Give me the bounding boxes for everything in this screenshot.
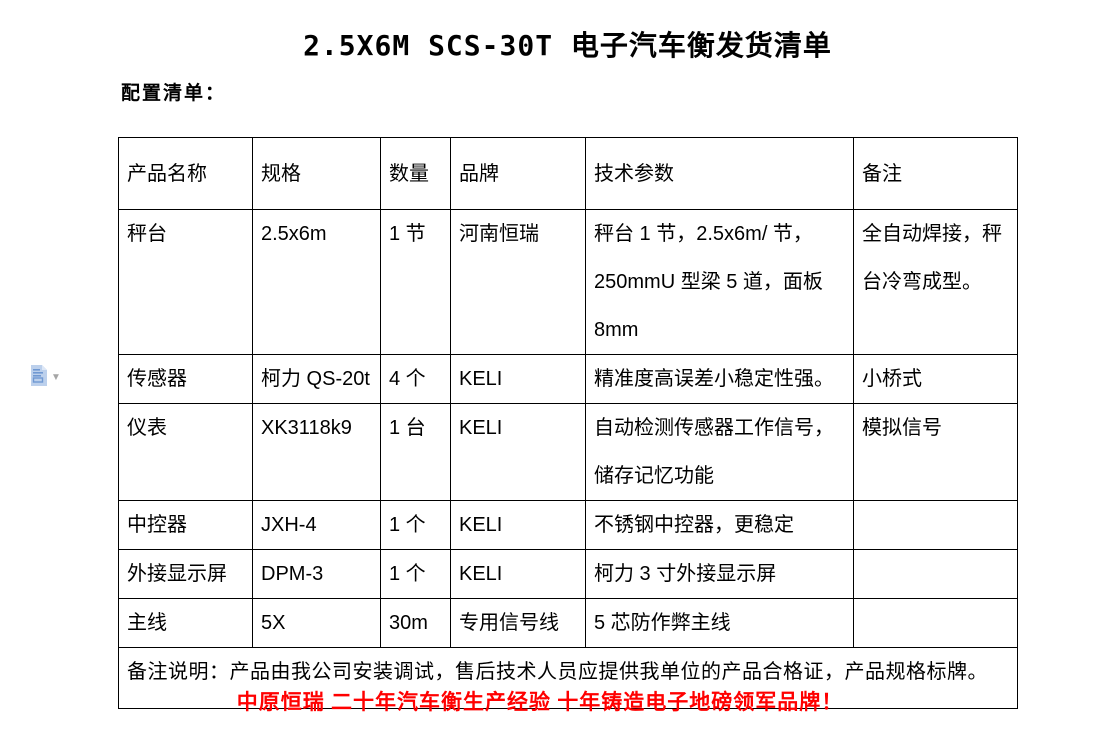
col-header-spec: 规格 — [252, 137, 381, 210]
cell-remarks — [853, 549, 1018, 599]
cell-remarks: 模拟信号 — [853, 403, 1018, 501]
col-header-qty: 数量 — [380, 137, 451, 210]
cell-spec: XK3118k9 — [252, 403, 381, 501]
cell-remarks — [853, 500, 1018, 550]
cell-product: 中控器 — [118, 500, 253, 550]
cell-product: 传感器 — [118, 354, 253, 404]
cell-params: 柯力 3 寸外接显示屏 — [585, 549, 854, 599]
cell-qty: 1 节 — [380, 209, 451, 355]
cell-product: 秤台 — [118, 209, 253, 355]
cell-qty: 1 个 — [380, 500, 451, 550]
section-label: 配置清单： — [121, 83, 227, 104]
shipping-list-table: 产品名称 规格 数量 品牌 技术参数 备注 秤台 2.5x6m 1 节 河南恒瑞… — [118, 137, 1018, 709]
table-row-indicator: 仪表 XK3118k9 1 台 KELI 自动检测传感器工作信号， 储存记忆功能… — [118, 403, 1018, 501]
cell-brand: KELI — [450, 403, 586, 501]
table-row-external-display: 外接显示屏 DPM-3 1 个 KELI 柯力 3 寸外接显示屏 — [118, 549, 1018, 599]
cell-remarks: 小桥式 — [853, 354, 1018, 404]
page-lines-icon — [30, 365, 47, 391]
cell-spec: 2.5x6m — [252, 209, 381, 355]
cell-spec: 柯力 QS-20t — [252, 354, 381, 404]
cell-product: 外接显示屏 — [118, 549, 253, 599]
page-title: 2.5X6M SCS-30T 电子汽车衡发货清单 — [303, 29, 832, 62]
cell-qty: 1 个 — [380, 549, 451, 599]
table-row-platform: 秤台 2.5x6m 1 节 河南恒瑞 秤台 1 节，2.5x6m/ 节， 250… — [118, 209, 1018, 355]
cell-brand: KELI — [450, 354, 586, 404]
cell-brand: 专用信号线 — [450, 598, 586, 648]
table-row-junction-box: 中控器 JXH-4 1 个 KELI 不锈钢中控器，更稳定 — [118, 500, 1018, 550]
cell-remarks: 全自动焊接，秤 台冷弯成型。 — [853, 209, 1018, 355]
cell-spec: 5X — [252, 598, 381, 648]
col-header-remarks: 备注 — [853, 137, 1018, 210]
table-footer-note-row: 备注说明：产品由我公司安装调试，售后技术人员应提供我单位的产品合格证，产品规格标… — [118, 647, 1018, 709]
cell-params: 秤台 1 节，2.5x6m/ 节， 250mmU 型梁 5 道，面板 8mm — [585, 209, 854, 355]
cell-qty: 4 个 — [380, 354, 451, 404]
cell-qty: 30m — [380, 598, 451, 648]
cell-params: 不锈钢中控器，更稳定 — [585, 500, 854, 550]
cell-params: 自动检测传感器工作信号， 储存记忆功能 — [585, 403, 854, 501]
cell-brand: KELI — [450, 549, 586, 599]
chevron-down-icon[interactable]: ▼ — [51, 372, 61, 383]
cell-product: 主线 — [118, 598, 253, 648]
paste-options-button[interactable]: ▼ — [30, 364, 68, 392]
col-header-product: 产品名称 — [118, 137, 253, 210]
cell-spec: JXH-4 — [252, 500, 381, 550]
cell-spec: DPM-3 — [252, 549, 381, 599]
table-header-row: 产品名称 规格 数量 品牌 技术参数 备注 — [118, 137, 1018, 210]
table-row-sensor: 传感器 柯力 QS-20t 4 个 KELI 精准度高误差小稳定性强。 小桥式 — [118, 354, 1018, 404]
col-header-params: 技术参数 — [585, 137, 854, 210]
cell-remarks — [853, 598, 1018, 648]
table-row-main-cable: 主线 5X 30m 专用信号线 5 芯防作弊主线 — [118, 598, 1018, 648]
cell-brand: KELI — [450, 500, 586, 550]
cell-params: 5 芯防作弊主线 — [585, 598, 854, 648]
footer-note: 备注说明：产品由我公司安装调试，售后技术人员应提供我单位的产品合格证，产品规格标… — [118, 647, 1018, 709]
cell-qty: 1 台 — [380, 403, 451, 501]
cell-product: 仪表 — [118, 403, 253, 501]
col-header-brand: 品牌 — [450, 137, 586, 210]
brand-slogan: 中原恒瑞 二十年汽车衡生产经验 十年铸造电子地磅领军品牌！ — [236, 690, 844, 714]
cell-params: 精准度高误差小稳定性强。 — [585, 354, 854, 404]
cell-brand: 河南恒瑞 — [450, 209, 586, 355]
